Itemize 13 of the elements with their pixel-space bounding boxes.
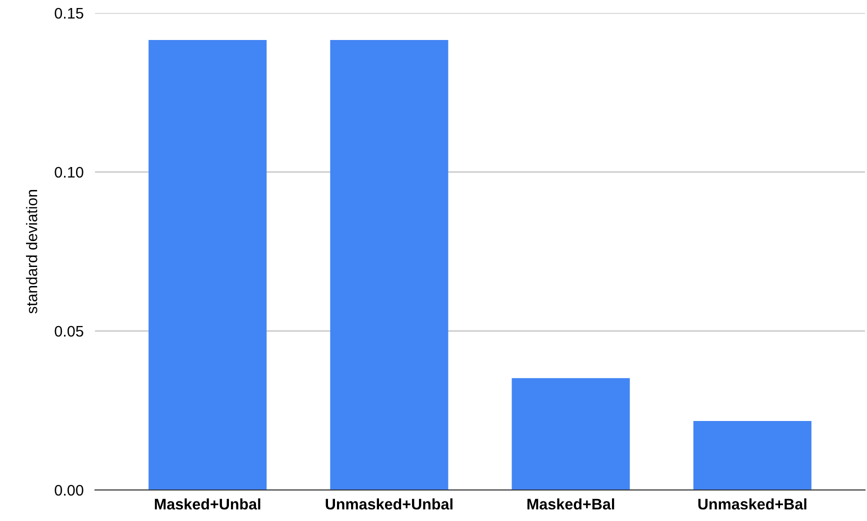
- y-tick-label: 0.15: [54, 8, 84, 19]
- x-tick-label: Unmasked+Unbal: [326, 498, 452, 510]
- y-axis-title: standard deviation: [26, 190, 38, 314]
- x-tick-label: Masked+Bal: [527, 498, 614, 510]
- y-tick-label: 0.05: [54, 326, 84, 337]
- bar: [330, 40, 448, 490]
- bar: [693, 420, 812, 490]
- y-tick-label: 0.10: [54, 166, 84, 178]
- x-tick-label: Unmasked+Bal: [698, 498, 806, 510]
- bar: [512, 378, 630, 490]
- x-tick-label: Masked+Unbal: [154, 498, 260, 510]
- y-tick-label: 0.00: [54, 484, 84, 496]
- bar: [148, 40, 267, 490]
